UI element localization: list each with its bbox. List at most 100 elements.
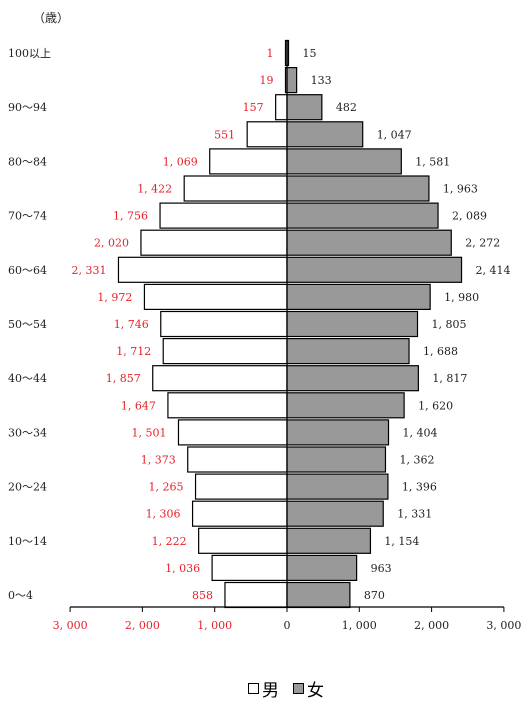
data-label-female-20〜24: 1, 396 xyxy=(402,481,437,494)
bar-female-15〜19 xyxy=(286,500,384,527)
data-label-female-15〜19: 1, 331 xyxy=(397,508,432,521)
data-label-male-80〜84: 1, 069 xyxy=(163,155,198,168)
data-label-male-55〜59: 1, 972 xyxy=(97,291,132,304)
data-label-male-40〜44: 1, 857 xyxy=(106,372,141,385)
data-label-male-65〜69: 2, 020 xyxy=(94,237,129,250)
data-label-male-0〜4: 858 xyxy=(192,589,213,602)
y-tick-label-80〜84: 80〜84 xyxy=(8,155,47,168)
bar-female-70〜74 xyxy=(286,202,439,229)
data-label-female-85〜89: 1, 047 xyxy=(377,128,412,141)
data-label-female-5〜9: 963 xyxy=(371,562,392,575)
y-tick-label-30〜34: 30〜34 xyxy=(8,426,47,439)
data-label-female-30〜34: 1, 404 xyxy=(403,426,438,439)
legend-swatch-female xyxy=(293,683,304,694)
data-label-female-25〜29: 1, 362 xyxy=(399,454,434,467)
bar-female-30〜34 xyxy=(286,419,390,446)
bar-male-75〜79 xyxy=(183,175,288,202)
y-tick-label-0〜4: 0〜4 xyxy=(8,589,33,602)
bar-male-30〜34 xyxy=(177,419,288,446)
bar-female-85〜89 xyxy=(286,121,364,148)
bar-female-10〜14 xyxy=(286,527,372,554)
data-label-male-95〜99: 19 xyxy=(260,74,274,87)
x-tick-label--1000: 1, 000 xyxy=(197,619,232,632)
bar-male-90〜94 xyxy=(275,94,288,121)
bar-male-70〜74 xyxy=(159,202,288,229)
data-label-female-70〜74: 2, 089 xyxy=(452,210,487,223)
bar-female-90〜94 xyxy=(286,94,323,121)
legend-item-male: 男 xyxy=(248,676,279,701)
x-tick-label--3000: 3, 000 xyxy=(53,619,88,632)
data-label-male-10〜14: 1, 222 xyxy=(152,535,187,548)
bar-female-20〜24 xyxy=(286,473,389,500)
bar-male-60〜64 xyxy=(117,256,288,283)
legend: 男 女 xyxy=(248,676,338,701)
data-label-female-95〜99: 133 xyxy=(311,74,332,87)
data-label-male-85〜89: 551 xyxy=(214,128,235,141)
bar-male-35〜39 xyxy=(167,392,288,419)
data-label-male-5〜9: 1, 036 xyxy=(165,562,200,575)
bar-female-40〜44 xyxy=(286,365,419,392)
bar-female-60〜64 xyxy=(286,256,463,283)
bar-male-20〜24 xyxy=(194,473,288,500)
y-tick-label-50〜54: 50〜54 xyxy=(8,318,47,331)
bar-female-45〜49 xyxy=(286,338,410,365)
data-label-male-90〜94: 157 xyxy=(243,101,264,114)
data-label-female-50〜54: 1, 805 xyxy=(432,318,467,331)
legend-label-male: 男 xyxy=(262,681,279,701)
bar-female-5〜9 xyxy=(286,554,358,582)
y-tick-label-40〜44: 40〜44 xyxy=(8,372,47,385)
y-tick-label-10〜14: 10〜14 xyxy=(8,535,47,548)
bar-male-45〜49 xyxy=(162,338,288,365)
bar-female-0〜4 xyxy=(286,581,351,609)
legend-item-female: 女 xyxy=(293,676,324,701)
bar-female-80〜84 xyxy=(286,148,402,175)
data-label-male-75〜79: 1, 422 xyxy=(137,183,172,196)
data-label-female-60〜64: 2, 414 xyxy=(476,264,511,277)
data-label-female-55〜59: 1, 980 xyxy=(444,291,479,304)
bar-male-5〜9 xyxy=(211,554,288,582)
data-label-male-60〜64: 2, 331 xyxy=(71,264,106,277)
bar-female-35〜39 xyxy=(286,392,405,419)
bar-male-50〜54 xyxy=(160,310,288,338)
data-label-male-50〜54: 1, 746 xyxy=(114,318,149,331)
bar-female-25〜29 xyxy=(286,446,387,473)
x-tick-label--2000: 2, 000 xyxy=(125,619,160,632)
data-label-male-70〜74: 1, 756 xyxy=(113,210,148,223)
y-axis-unit-label: （歳） xyxy=(33,11,70,25)
y-tick-label-60〜64: 60〜64 xyxy=(8,264,47,277)
legend-label-female: 女 xyxy=(307,681,324,701)
data-label-female-40〜44: 1, 817 xyxy=(432,372,467,385)
y-tick-label-90〜94: 90〜94 xyxy=(8,101,47,114)
data-label-female-35〜39: 1, 620 xyxy=(418,399,453,412)
bar-female-95〜99 xyxy=(286,66,298,94)
data-label-female-80〜84: 1, 581 xyxy=(415,155,450,168)
bar-male-65〜69 xyxy=(140,229,288,256)
data-label-female-65〜69: 2, 272 xyxy=(465,237,500,250)
data-label-female-10〜14: 1, 154 xyxy=(384,535,419,548)
data-label-male-45〜49: 1, 712 xyxy=(116,345,151,358)
y-tick-label-70〜74: 70〜74 xyxy=(8,210,47,223)
data-label-female-100以上: 15 xyxy=(303,47,317,60)
data-label-female-90〜94: 482 xyxy=(336,101,357,114)
population-pyramid-chart: 858 870 0〜4 1, 036 963 1, 222 1, 154 10〜14 1, 30… xyxy=(8,39,521,632)
bar-male-40〜44 xyxy=(152,365,288,392)
bar-female-75〜79 xyxy=(286,175,430,202)
y-tick-label-100以上: 100以上 xyxy=(8,47,51,60)
data-label-male-25〜29: 1, 373 xyxy=(141,454,176,467)
data-label-male-35〜39: 1, 647 xyxy=(121,399,156,412)
legend-swatch-male xyxy=(248,683,259,694)
y-tick-label-20〜24: 20〜24 xyxy=(8,481,47,494)
bar-female-55〜59 xyxy=(286,283,431,310)
x-tick-label-2000: 2, 000 xyxy=(414,619,449,632)
data-label-male-20〜24: 1, 265 xyxy=(149,481,184,494)
x-tick-label-1000: 1, 000 xyxy=(342,619,377,632)
bar-male-80〜84 xyxy=(209,148,288,175)
bar-male-0〜4 xyxy=(224,581,288,609)
bar-male-85〜89 xyxy=(246,121,288,148)
data-label-male-15〜19: 1, 306 xyxy=(146,508,181,521)
bar-male-15〜19 xyxy=(191,500,288,527)
bar-female-50〜54 xyxy=(286,310,419,338)
bar-male-55〜59 xyxy=(143,283,288,310)
x-tick-label-0: 0 xyxy=(284,619,291,632)
data-label-female-75〜79: 1, 963 xyxy=(443,183,478,196)
